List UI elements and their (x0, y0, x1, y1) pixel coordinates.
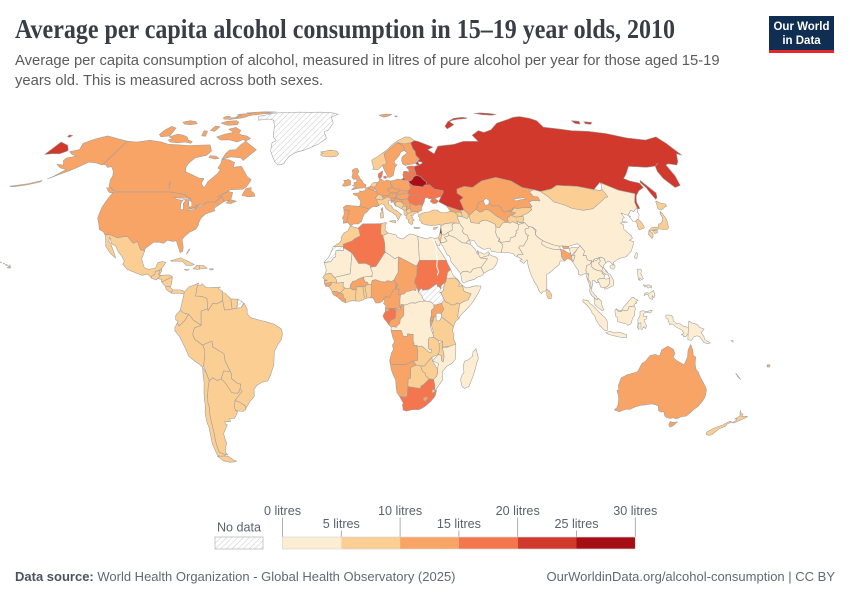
svg-text:0 litres: 0 litres (264, 504, 301, 518)
svg-text:5 litres: 5 litres (323, 517, 360, 531)
svg-text:No data: No data (217, 521, 261, 535)
svg-text:30 litres: 30 litres (613, 504, 657, 518)
svg-text:10 litres: 10 litres (378, 504, 422, 518)
svg-text:20 litres: 20 litres (496, 504, 540, 518)
svg-text:15 litres: 15 litres (437, 517, 481, 531)
svg-text:25 litres: 25 litres (554, 517, 598, 531)
